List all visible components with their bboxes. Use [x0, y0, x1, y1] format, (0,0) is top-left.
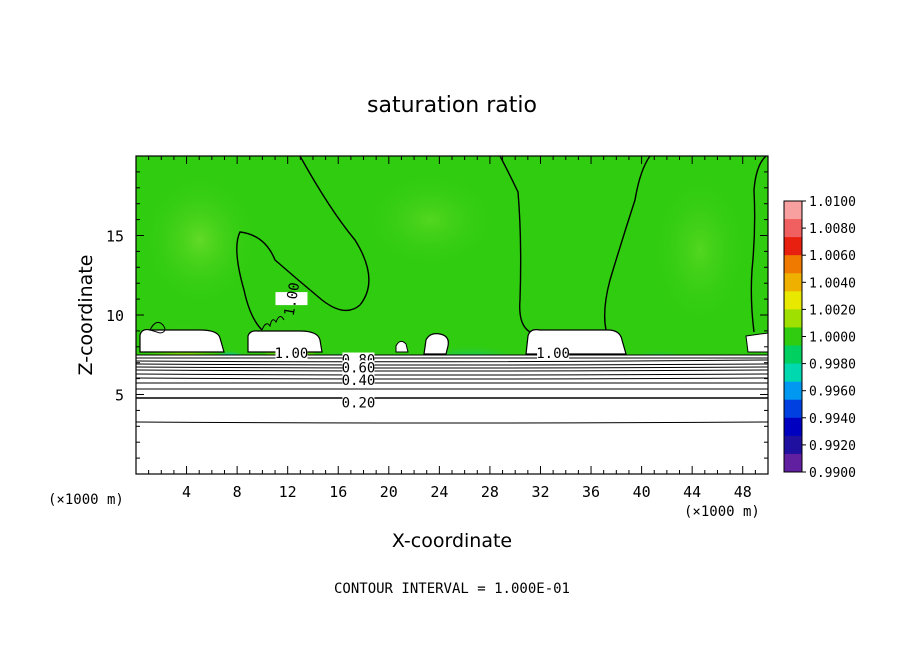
contour-label: 1.00 — [282, 281, 304, 317]
x-tick-label: 24 — [430, 483, 448, 501]
colorbar-label: 0.9900 — [809, 466, 856, 481]
colorbar-swatch — [784, 363, 802, 383]
colorbar-swatch — [784, 381, 802, 401]
colorbar-label: 1.0060 — [809, 249, 856, 264]
cloud-blob — [139, 328, 225, 353]
x-tick-label: 4 — [182, 483, 191, 501]
contour-label: 0.60 — [342, 360, 376, 376]
x-unit-left: (×1000 m) — [48, 492, 124, 508]
contour-interval-note: CONTOUR INTERVAL = 1.000E-01 — [334, 581, 570, 597]
contour-labels: 1.001.001.000.800.600.400.20 — [275, 281, 570, 411]
colorbar-swatch — [784, 309, 802, 328]
colorbar-swatch — [784, 219, 802, 238]
x-tick-label: 16 — [329, 483, 347, 501]
y-axis-label: Z-coordinate — [75, 255, 97, 376]
cloud-blob — [745, 332, 768, 353]
contour-label: 1.00 — [275, 346, 309, 362]
contour-1.00 — [750, 156, 767, 333]
colorbar-swatch — [784, 345, 802, 365]
colorbar-swatch — [784, 237, 802, 256]
colorbar-label: 0.9960 — [809, 385, 856, 400]
light-green-patch — [650, 170, 750, 330]
x-tick-label: 44 — [683, 483, 701, 501]
x-axis-label: X-coordinate — [392, 530, 512, 552]
colorbar-label: 0.9980 — [809, 358, 856, 373]
contour-label-bg — [537, 346, 570, 360]
colorbar-label: 1.0000 — [809, 331, 856, 346]
chart-title: saturation ratio — [367, 93, 537, 118]
contour-label: 0.20 — [342, 395, 376, 411]
colorbar-label: 0.9940 — [809, 412, 856, 427]
x-tick-label: 20 — [380, 483, 398, 501]
colorbar-label: 1.0100 — [809, 195, 856, 210]
dry-layer — [136, 355, 768, 474]
contour-1.00 — [236, 156, 370, 331]
colorbar-swatch — [784, 453, 802, 473]
y-tick-label: 10 — [106, 307, 124, 325]
colorbar-label: 0.9920 — [809, 439, 856, 454]
light-green-patch — [360, 170, 500, 270]
colorbar-swatch — [784, 399, 802, 419]
y-tick-label: 5 — [115, 387, 124, 405]
x-tick-label: 28 — [481, 483, 499, 501]
x-unit-right: (×1000 m) — [684, 504, 760, 520]
contour-label-bg — [342, 395, 375, 409]
x-tick-label: 32 — [531, 483, 549, 501]
contour-label-bg — [275, 292, 308, 306]
y-tick-label: 15 — [106, 228, 124, 246]
light-green-patch — [140, 170, 260, 310]
contour-1.00 — [149, 321, 166, 334]
cloud-blob — [395, 340, 409, 353]
colorbar-swatch — [784, 273, 802, 292]
contour-label: 1.00 — [536, 346, 570, 362]
colorbar-label: 1.0020 — [809, 303, 856, 318]
contour-label: 0.40 — [342, 373, 376, 389]
x-tick-label: 40 — [633, 483, 651, 501]
colorbar-swatch — [784, 417, 802, 437]
colorbar-swatch — [784, 201, 802, 220]
x-tick-label: 12 — [279, 483, 297, 501]
contour-label-bg — [275, 346, 308, 360]
contour-label-bg — [342, 360, 375, 374]
colorbar-label: 1.0080 — [809, 222, 856, 237]
colorbar-swatch — [784, 327, 802, 347]
colorbar-label: 1.0040 — [809, 276, 856, 291]
colorbar: 1.0100 1.0080 1.0060 1.0040 1.0020 1.0000 0.99… — [783, 195, 856, 481]
x-tick-label: 8 — [233, 483, 242, 501]
dry-layer-contours — [136, 354, 768, 424]
plot-area — [136, 156, 768, 474]
contour-1.00 — [603, 156, 651, 331]
colorbar-swatch — [784, 255, 802, 274]
contour-label-bg — [342, 373, 375, 387]
x-tick-label: 48 — [734, 483, 752, 501]
x-tick-label: 36 — [582, 483, 600, 501]
colorbar-swatch — [784, 291, 802, 310]
cloud-blob — [423, 333, 449, 355]
colorbar-swatch — [784, 435, 802, 455]
contour-1.00 — [499, 156, 531, 333]
contour-1.00 — [261, 316, 285, 331]
